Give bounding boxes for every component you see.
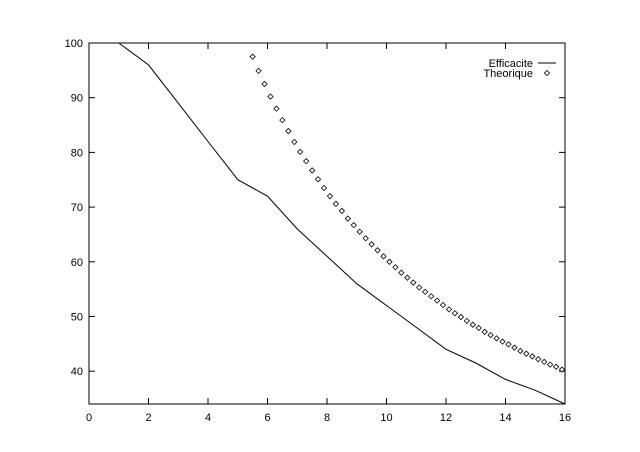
data-point-theorique	[332, 200, 340, 207]
data-point-theorique	[487, 331, 494, 339]
x-tick-label: 12	[440, 412, 452, 424]
data-point-theorique	[535, 355, 542, 363]
y-tick-label: 40	[71, 366, 83, 378]
data-point-theorique	[529, 353, 536, 360]
data-point-theorique	[541, 358, 548, 366]
data-point-theorique	[517, 347, 524, 355]
data-point-theorique	[463, 317, 470, 325]
data-point-theorique	[552, 363, 560, 370]
y-tick-label: 70	[71, 202, 83, 214]
legend-label-efficacite: Efficacite	[489, 58, 533, 70]
data-point-theorique	[523, 350, 530, 357]
data-point-theorique	[356, 228, 363, 235]
data-point-theorique	[427, 293, 435, 300]
data-point-theorique	[344, 215, 351, 222]
data-point-theorique	[291, 138, 298, 146]
data-point-theorique	[416, 284, 423, 291]
data-point-theorique	[475, 324, 482, 332]
axes	[88, 42, 566, 405]
x-tick-label: 4	[205, 412, 211, 424]
legend-label-theorique: Theorique	[483, 68, 533, 80]
data-point-theorique	[380, 253, 387, 260]
y-tick-label: 100	[65, 38, 83, 50]
data-point-theorique	[499, 338, 506, 345]
data-point-theorique	[249, 53, 256, 60]
data-point-theorique	[422, 288, 429, 296]
data-point-theorique	[297, 148, 304, 156]
data-point-theorique	[511, 344, 518, 351]
y-tick-label: 60	[71, 257, 83, 269]
plot-frame	[88, 42, 566, 405]
legend-swatch-diamond	[543, 69, 551, 77]
data-point-theorique	[255, 67, 262, 75]
data-point-theorique	[273, 105, 280, 112]
data-point-theorique	[326, 192, 334, 200]
data-point-theorique	[558, 366, 566, 373]
data-point-theorique	[350, 221, 357, 229]
data-point-theorique	[368, 241, 375, 248]
data-point-theorique	[433, 297, 441, 304]
x-tick-label: 8	[324, 412, 330, 424]
y-tick-label: 90	[71, 93, 83, 105]
ticks: 0 2 4 6 8 10 12 14 16 40 50 60 70 80 90 100	[65, 38, 571, 424]
data-point-theorique	[398, 269, 405, 276]
data-point-theorique	[362, 235, 369, 242]
data-point-theorique	[279, 116, 286, 124]
data-point-theorique	[303, 157, 310, 165]
x-tick-label: 6	[264, 412, 270, 424]
x-tick-label: 10	[380, 412, 392, 424]
x-tick-label: 14	[499, 412, 511, 424]
data-point-theorique	[261, 80, 268, 88]
data-point-theorique	[338, 207, 346, 215]
data-point-theorique	[410, 279, 417, 286]
data-point-theorique	[481, 328, 488, 335]
y-tick-label: 50	[71, 311, 83, 323]
data-point-theorique	[457, 313, 465, 321]
data-point-theorique	[445, 306, 453, 313]
series-layer	[118, 42, 566, 405]
data-point-theorique	[392, 264, 399, 271]
data-point-theorique	[320, 184, 328, 192]
series-line-efficacite	[118, 42, 566, 405]
data-point-theorique	[386, 258, 393, 265]
x-tick-label: 16	[559, 412, 571, 424]
data-point-theorique	[404, 274, 411, 281]
data-point-theorique	[451, 310, 459, 317]
y-tick-label: 80	[71, 147, 83, 159]
data-point-theorique	[505, 341, 512, 348]
x-tick-label: 2	[145, 412, 151, 424]
data-point-theorique	[493, 335, 500, 342]
data-point-theorique	[314, 176, 322, 183]
data-point-theorique	[374, 247, 381, 254]
data-point-theorique	[285, 127, 292, 135]
data-point-theorique	[546, 361, 554, 368]
data-point-theorique	[267, 93, 274, 100]
x-tick-label: 0	[86, 412, 92, 424]
data-point-theorique	[308, 167, 316, 174]
data-point-theorique	[439, 301, 447, 309]
data-point-theorique	[469, 321, 476, 328]
